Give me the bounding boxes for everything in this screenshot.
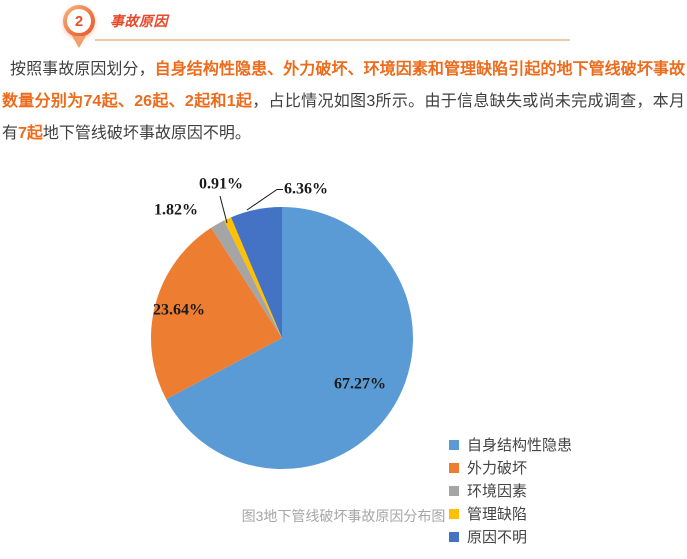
section-number: 2 xyxy=(67,9,91,33)
pie-label-unknown: 6.36% xyxy=(284,181,328,198)
legend-label: 外力破坏 xyxy=(467,460,528,477)
legend-swatch-icon xyxy=(449,439,459,450)
legend-item: 自身结构性隐患 xyxy=(449,433,572,456)
legend-label: 原因不明 xyxy=(467,529,528,546)
legend-swatch-icon xyxy=(449,462,459,473)
leader-line-unknown-cause xyxy=(246,189,283,211)
pie-slices xyxy=(151,207,414,470)
pie-slice xyxy=(166,207,414,470)
legend-swatch-icon xyxy=(449,508,459,519)
pie-label-structural: 67.27% xyxy=(334,376,386,393)
leader-line-management-defect xyxy=(219,195,228,224)
legend-label: 环境因素 xyxy=(467,483,528,500)
section-pin-icon: 2 xyxy=(61,3,97,53)
pie-slice xyxy=(211,220,282,338)
paragraph-text: 按照事故原因划分， xyxy=(10,61,155,78)
figure-caption: 图3地下管线破坏事故原因分布图 xyxy=(241,508,446,524)
pie-chart-figure: 67.27% 23.64% 1.82% 0.91% 6.36% 自身结构性隐患外… xyxy=(0,160,687,546)
paragraph-highlight: 7起 xyxy=(18,125,43,142)
legend-item: 外力破坏 xyxy=(449,456,572,479)
paragraph-text: 地下管线破坏事故原因不明。 xyxy=(42,125,251,142)
section-title: 事故原因 xyxy=(110,13,168,29)
pie-label-environment: 1.82% xyxy=(154,202,198,219)
legend-swatch-icon xyxy=(449,485,459,496)
pie-chart-svg: 67.27% 23.64% 1.82% 0.91% 6.36% xyxy=(151,176,414,470)
legend-item: 管理缺陷 xyxy=(449,502,572,525)
legend-swatch-icon xyxy=(449,531,459,542)
chart-legend: 自身结构性隐患 外力破坏环境因素管理缺陷原因不明 xyxy=(449,433,572,548)
legend-item: 环境因素 xyxy=(449,479,572,502)
legend-label: 管理缺陷 xyxy=(467,506,528,523)
body-paragraph: 按照事故原因划分，自身结构性隐患、外力破坏、环境因素和管理缺陷引起的地下管线破坏… xyxy=(2,54,685,150)
header-divider xyxy=(95,39,570,41)
pie-slice xyxy=(151,227,282,400)
pin-circle: 2 xyxy=(63,5,95,37)
paragraph-highlight: 自身结构性隐患、外力破坏、环境因素和管理缺陷引起的地下管线破坏事故数量分别为74… xyxy=(2,61,685,110)
legend-item: 原因不明 xyxy=(449,525,572,548)
pie-slice xyxy=(224,217,282,338)
pie-label-external-force: 23.64% xyxy=(153,302,205,319)
paragraph-text: ，占比情况如图3所示。由于信息缺失或尚未完成调查，本月有 xyxy=(2,93,685,142)
legend-label: 自身结构性隐患 xyxy=(467,437,573,454)
pie-slice xyxy=(231,207,282,338)
pie-label-management: 0.91% xyxy=(199,176,243,193)
pin-tail-icon xyxy=(72,36,86,48)
